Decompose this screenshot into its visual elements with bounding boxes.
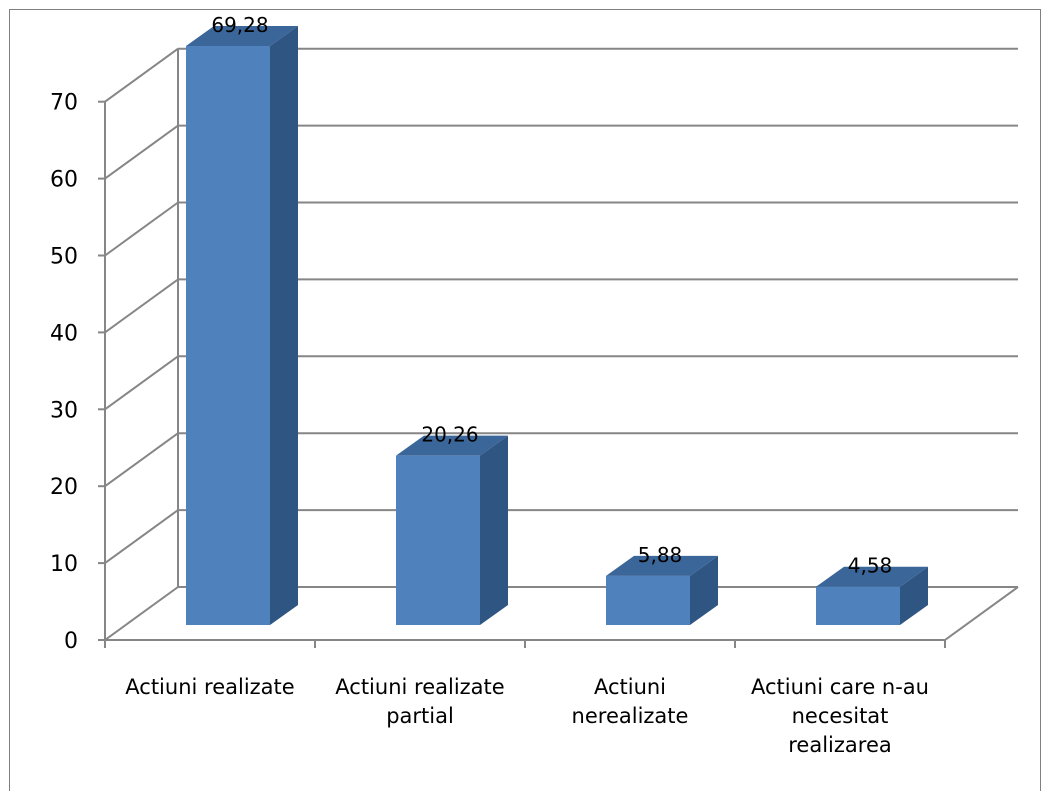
category-label-1-line-0: Actiuni realizate bbox=[335, 675, 504, 699]
category-label-3-line-2: realizarea bbox=[788, 733, 891, 757]
category-label-2-line-0: Actiuni bbox=[594, 675, 666, 699]
y-tick-label-20: 20 bbox=[50, 475, 78, 500]
category-label-2-line-1: nerealizate bbox=[572, 704, 689, 728]
bar-top-0 bbox=[186, 26, 298, 47]
y-tick-label-40: 40 bbox=[50, 321, 78, 346]
side-gridline-10 bbox=[104, 509, 179, 564]
side-gridline-0 bbox=[104, 586, 179, 641]
bar-side-3 bbox=[900, 566, 928, 625]
y-tick-label-30: 30 bbox=[50, 398, 78, 423]
floor-right-edge bbox=[944, 586, 1019, 641]
bar-front-3 bbox=[816, 586, 900, 625]
y-tick-label-10: 10 bbox=[50, 552, 78, 577]
data-label-2: 5,88 bbox=[638, 543, 683, 567]
bar-side-1 bbox=[480, 435, 508, 625]
side-gridline-60 bbox=[104, 124, 179, 180]
bar-top-3 bbox=[816, 566, 928, 587]
side-gridline-20 bbox=[104, 432, 179, 488]
y-tick-label-0: 0 bbox=[64, 629, 78, 654]
side-gridline-50 bbox=[104, 201, 179, 257]
y-tick-label-50: 50 bbox=[50, 245, 78, 270]
bar-top-2 bbox=[606, 555, 718, 576]
side-gridline-30 bbox=[104, 355, 179, 411]
bar-front-0 bbox=[186, 46, 270, 625]
bar-side-2 bbox=[690, 555, 718, 625]
category-label-3-line-1: necesitat bbox=[792, 704, 889, 728]
bar-front-1 bbox=[396, 455, 480, 625]
bar-side-0 bbox=[270, 26, 298, 625]
side-gridline-70 bbox=[104, 47, 179, 103]
y-tick-label-60: 60 bbox=[50, 168, 78, 193]
data-label-1: 20,26 bbox=[421, 423, 478, 447]
chart-border bbox=[9, 9, 1041, 791]
bar-front-2 bbox=[606, 575, 690, 625]
y-tick-label-70: 70 bbox=[50, 91, 78, 116]
side-gridline-40 bbox=[104, 278, 179, 334]
category-label-3-line-0: Actiuni care n-au bbox=[751, 675, 929, 699]
bar-top-1 bbox=[396, 435, 508, 456]
data-label-0: 69,28 bbox=[211, 13, 268, 37]
category-label-1-line-1: partial bbox=[386, 704, 454, 728]
category-label-0-line-0: Actiuni realizate bbox=[125, 675, 294, 699]
data-label-3: 4,58 bbox=[848, 554, 893, 578]
